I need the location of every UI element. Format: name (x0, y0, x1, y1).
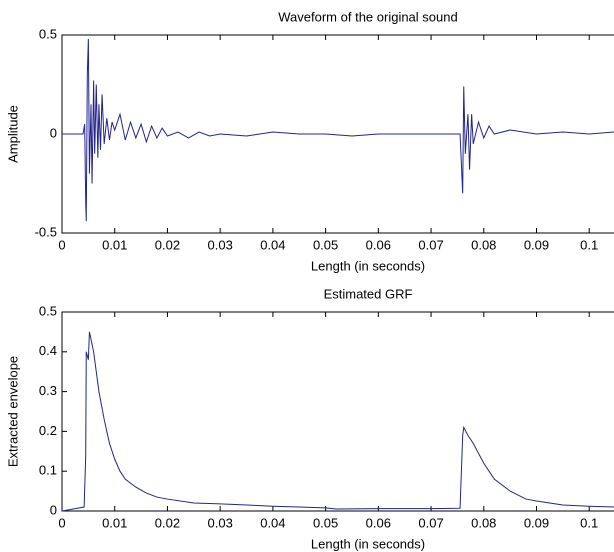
y-tick-label: 0.1 (39, 463, 57, 478)
x-tick-label: 0.01 (102, 515, 127, 530)
x-tick-label: 0.1 (580, 237, 598, 252)
x-tick-label: 0.04 (260, 515, 285, 530)
x-axis-label: Length (in seconds) (311, 258, 425, 273)
x-tick-label: 0.02 (155, 237, 180, 252)
chart-title: Waveform of the original sound (278, 9, 457, 24)
y-tick-label: 0 (50, 125, 57, 140)
y-tick-label: 0.3 (39, 383, 57, 398)
data-line (62, 38, 614, 222)
y-tick-label: 0.5 (39, 26, 57, 41)
x-tick-label: 0.08 (471, 515, 496, 530)
x-tick-label: 0.07 (418, 515, 443, 530)
x-tick-label: 0.09 (524, 515, 549, 530)
y-tick-label: 0.5 (39, 303, 57, 318)
x-tick-label: 0 (58, 515, 65, 530)
x-tick-label: 0.06 (366, 237, 391, 252)
x-tick-label: 0.1 (580, 515, 598, 530)
y-tick-label: 0 (50, 502, 57, 517)
y-tick-label: 0.2 (39, 423, 57, 438)
x-tick-label: 0.05 (313, 237, 338, 252)
x-tick-label: 0.04 (260, 237, 285, 252)
y-tick-label: 0.4 (39, 343, 57, 358)
y-axis-label: Extracted envelope (5, 356, 20, 467)
x-tick-label: 0.03 (208, 237, 233, 252)
x-tick-label: 0.03 (208, 515, 233, 530)
y-axis-label: Amplitude (5, 105, 20, 163)
x-tick-label: 0.02 (155, 515, 180, 530)
data-line (61, 331, 614, 512)
x-tick-label: 0.01 (102, 237, 127, 252)
x-tick-label: 0.06 (366, 515, 391, 530)
x-tick-label: 0.08 (471, 237, 496, 252)
plot-frame (61, 34, 614, 234)
plot-frame (61, 311, 614, 512)
chart-title: Estimated GRF (324, 286, 413, 301)
x-tick-label: 0.07 (418, 237, 443, 252)
y-tick-label: -0.5 (35, 224, 57, 239)
x-axis-label: Length (in seconds) (311, 536, 425, 551)
x-tick-label: 0.09 (524, 237, 549, 252)
x-tick-label: 0.05 (313, 515, 338, 530)
x-tick-label: 0 (58, 237, 65, 252)
